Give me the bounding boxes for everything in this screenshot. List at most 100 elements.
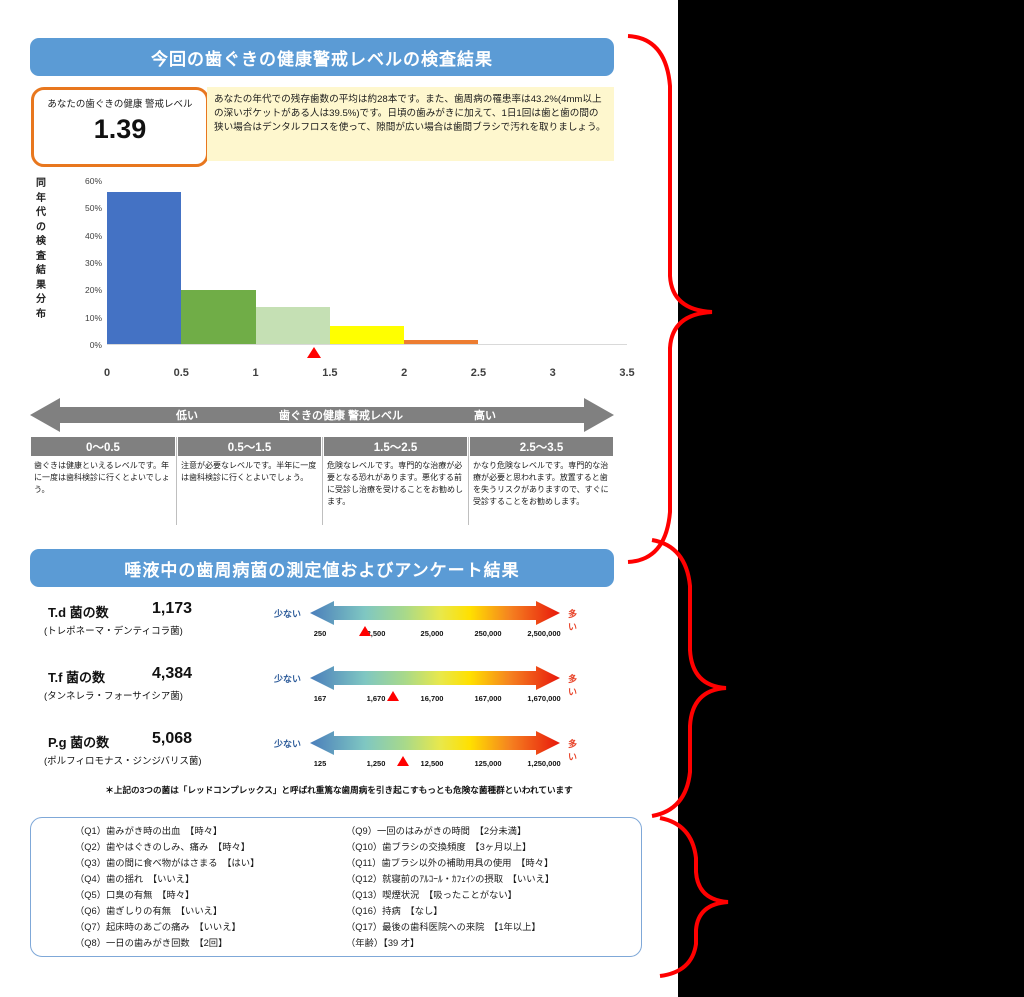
questionnaire-column-left: （Q1）歯みがき時の出血 【時々】 （Q2）歯やはぐきのしみ、痛み 【時々】 （Q3…	[31, 824, 336, 956]
questionnaire-item: （Q10）歯ブラシの交換頻度 【3ヶ月以上】	[346, 841, 532, 852]
bacteria-scale-tick: 12,500	[420, 759, 444, 768]
gradient-arrow-shape	[310, 731, 560, 755]
level-range-header: 1.5〜2.5	[324, 437, 467, 456]
questionnaire-item: （Q7）起床時のあごの痛み 【いいえ】	[75, 921, 241, 932]
questionnaire-item: （Q3）歯の間に食べ物がはさまる 【はい】	[75, 857, 260, 868]
section1-header: 今回の歯ぐきの健康警戒レベルの検査結果	[30, 38, 614, 76]
bacteria-high-label: 多い	[568, 674, 578, 697]
bacteria-gradient-scale: 少ない 多い	[274, 665, 577, 697]
bacteria-row: T.f 菌の数 4,384 (タンネレラ・フォーサイシア菌) 少ない 多い 167 1,67…	[0, 665, 678, 727]
chart-bar	[255, 306, 330, 345]
section2-header: 唾液中の歯周病菌の測定値およびアンケート結果	[30, 549, 614, 587]
chart-y-label-char: 年	[36, 192, 46, 204]
chart-x-tick: 0	[103, 367, 111, 379]
bacteria-value: 1,173	[152, 600, 193, 617]
bacteria-scale-tick: 125,000	[474, 759, 502, 768]
chart-x-tick: 0.5	[173, 367, 189, 379]
questionnaire-item: （Q12）就寝前のｱﾙｺｰﾙ・ｶﾌｪｲﾝの摂取 【いいえ】	[346, 873, 555, 884]
chart-bar	[181, 290, 256, 345]
level-range-header: 0〜0.5	[31, 437, 175, 456]
chart-y-label-char: 結	[36, 265, 46, 276]
chart-y-tick: 40%	[84, 230, 102, 241]
bacteria-scale-tick: 250	[313, 629, 327, 638]
bacteria-scale-tick: 1,670,000	[527, 694, 561, 703]
questionnaire-item: （Q8）一日の歯みがき回数 【2回】	[75, 937, 228, 948]
chart-y-label-char: 布	[36, 308, 46, 320]
bacteria-low-label: 少ない	[274, 739, 302, 749]
chart-bar	[404, 339, 479, 345]
score-marker-triangle	[306, 347, 321, 358]
score-value: 1.39	[93, 114, 147, 144]
scale-arrow-shape	[30, 398, 614, 432]
bacteria-scale-tick: 1,250	[366, 759, 386, 768]
bacteria-low-label: 少ない	[274, 609, 302, 619]
level-description: 危険なレベルです。専門的な治療が必要となる恐れがあります。悪化する前に受診し治療…	[327, 461, 463, 506]
questionnaire-item: （Q11）歯ブラシ以外の補助用具の使用 【時々】	[346, 857, 554, 868]
chart-plot-area: 0% 10% 20% 30% 40% 50% 60%	[85, 176, 627, 350]
level-description: 注意が必要なレベルです。半年に一度は歯科検診に行くとよいでしょう。	[181, 461, 317, 482]
bacteria-name: T.f 菌の数	[48, 670, 106, 685]
bacteria-name: T.d 菌の数	[48, 605, 109, 620]
level-range-header: 0.5〜1.5	[178, 437, 321, 456]
bacteria-scale-ticks: 125 1,250 12,500 125,000 1,250,000	[306, 759, 568, 773]
chart-x-tick: 3	[549, 367, 556, 379]
level-range-header: 2.5〜3.5	[470, 437, 613, 456]
bacteria-row: P.g 菌の数 5,068 (ポルフィロモナス・ジンジバリス菌) 少ない 多い 125 1,…	[0, 730, 678, 792]
bacteria-scale-tick: 167	[313, 694, 327, 703]
score-caption: あなたの歯ぐきの健康 警戒レベル	[47, 99, 193, 110]
bacteria-high-label: 多い	[568, 739, 578, 762]
bacteria-marker-triangle	[359, 626, 371, 636]
chart-y-label-char: 査	[36, 250, 46, 262]
chart-y-tick: 20%	[84, 285, 102, 296]
bacteria-high-label: 多い	[568, 609, 578, 632]
bacteria-scientific-name: (ポルフィロモナス・ジンジバリス菌)	[44, 756, 202, 767]
chart-x-tick: 1	[252, 367, 259, 379]
chart-y-axis-label: 同年代の検査結果分布	[34, 177, 48, 322]
level-description: かなり危険なレベルです。専門的な治療が必要と思われます。放置すると歯を失うリスク…	[473, 461, 609, 506]
questionnaire-item: （年齢）【39 才】	[346, 937, 420, 948]
bacteria-row: T.d 菌の数 1,173 (トレポネーマ・デンティコラ菌) 少ない 多い 250 2,50…	[0, 600, 678, 662]
level-description-table: 0〜0.5 歯ぐきは健康といえるレベルです。年に一度は歯科検診に行くとよいでしょう…	[30, 437, 614, 525]
questionnaire-item: （Q1）歯みがき時の出血 【時々】	[75, 826, 223, 836]
bacteria-scale-tick: 125	[313, 759, 327, 768]
chart-y-tick: 0%	[89, 340, 102, 350]
questionnaire-column-right: （Q9）一回のはみがきの時間 【2分未満】 （Q10）歯ブラシの交換頻度 【3ヶ月…	[336, 824, 641, 956]
level-column: 0.5〜1.5 注意が必要なレベルです。半年に一度は歯科検診に行くとよいでしょう。	[176, 437, 322, 525]
section2-title: 唾液中の歯周病菌の測定値およびアンケート結果	[124, 560, 520, 580]
bacteria-gradient-scale: 少ない 多い	[274, 600, 577, 632]
bacteria-scientific-name: (タンネレラ・フォーサイシア菌)	[44, 691, 183, 702]
chart-y-tick: 30%	[84, 258, 102, 268]
bacteria-name: P.g 菌の数	[48, 735, 110, 750]
bacteria-scale-tick: 1,250,000	[527, 759, 561, 768]
level-column: 2.5〜3.5 かなり危険なレベルです。専門的な治療が必要と思われます。放置すると…	[468, 437, 614, 525]
chart-x-tick: 3.5	[619, 367, 635, 379]
level-column: 0〜0.5 歯ぐきは健康といえるレベルです。年に一度は歯科検診に行くとよいでしょう…	[30, 437, 176, 525]
bacteria-scale-tick: 1,670	[366, 694, 386, 703]
alert-level-score-box: あなたの歯ぐきの健康 警戒レベル 1.39	[31, 87, 209, 167]
bacteria-scientific-name: (トレポネーマ・デンティコラ菌)	[44, 626, 183, 637]
bacteria-scale-tick: 2,500,000	[527, 629, 561, 638]
questionnaire-item: （Q2）歯やはぐきのしみ、痛み 【時々】	[75, 841, 251, 852]
chart-y-label-char: 同	[36, 178, 46, 189]
chart-x-tick: 2.5	[470, 367, 487, 379]
questionnaire-item: （Q9）一回のはみがきの時間 【2分未満】	[346, 826, 527, 836]
bacteria-scale-ticks: 167 1,670 16,700 167,000 1,670,000	[306, 694, 568, 708]
bacteria-value: 5,068	[152, 730, 193, 747]
questionnaire-item: （Q4）歯の揺れ 【いいえ】	[75, 873, 195, 884]
chart-y-tick: 60%	[84, 176, 102, 186]
bacteria-scale-tick: 16,700	[420, 694, 444, 703]
bacteria-footnote: ＊上記の3つの菌は「レッドコンプレックス」と呼ばれ重篤な歯周病を引き起こすもっと…	[105, 785, 573, 795]
chart-x-tick: 1.5	[322, 367, 338, 379]
questionnaire-item: （Q17）最後の歯科医院への来院 【1年以上】	[346, 921, 541, 932]
age-distribution-chart: 同年代の検査結果分布 0% 10% 20% 30% 40% 50% 60% 0 0.5 1 1.5…	[30, 175, 635, 390]
bacteria-marker-triangle	[396, 756, 409, 766]
scale-label-center: 歯ぐきの健康 警戒レベル	[279, 410, 404, 422]
bacteria-scale-tick: 25,000	[420, 629, 444, 638]
scale-label-low: 低い	[176, 410, 198, 422]
chart-y-label-char: 分	[36, 294, 46, 305]
bacteria-marker-triangle	[386, 691, 399, 701]
chart-bar	[329, 325, 405, 345]
bacteria-scale-tick: 250,000	[474, 629, 502, 638]
chart-y-label-char: 果	[36, 279, 46, 291]
scale-label-high: 高い	[474, 410, 496, 422]
